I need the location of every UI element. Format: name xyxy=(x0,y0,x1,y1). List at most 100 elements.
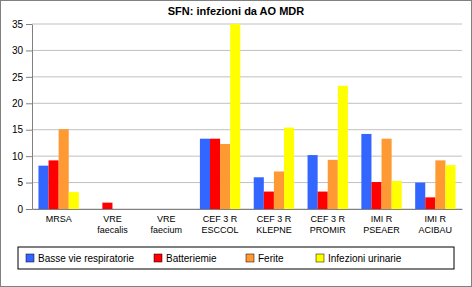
bar xyxy=(176,209,186,210)
x-tick-label-line: PSEAER xyxy=(363,225,400,235)
x-tick-label-line: faecium xyxy=(151,225,183,235)
x-tick-label: IMI RACIBAU xyxy=(419,214,453,234)
legend-item: Infezioni urinarie xyxy=(316,253,402,264)
x-tick-label: VREfaecium xyxy=(151,214,183,234)
x-tick-label-line: VRE xyxy=(157,214,176,224)
x-tick-label-line: ESCCOL xyxy=(202,225,239,235)
series xyxy=(59,129,446,209)
x-tick-label-line: faecalis xyxy=(97,225,128,235)
bar xyxy=(49,160,59,209)
series xyxy=(49,139,436,209)
bar xyxy=(230,24,240,209)
bar xyxy=(382,139,392,209)
y-tick-mark xyxy=(26,103,32,104)
y-tick: 30 xyxy=(12,45,32,56)
bar xyxy=(210,139,220,209)
x-tick-label-line: CEF 3 R xyxy=(257,214,292,224)
bar xyxy=(435,160,445,209)
y-tick-mark xyxy=(26,130,32,131)
y-tick-mark xyxy=(26,209,32,210)
x-tick: VREfaecium xyxy=(151,209,183,235)
x-tick-label-line: ACIBAU xyxy=(419,225,453,235)
x-tick-label-line: MRSA xyxy=(46,214,72,224)
bar xyxy=(392,181,402,209)
y-tick-label: 20 xyxy=(12,98,24,109)
y-tick-label: 10 xyxy=(12,151,24,162)
legend-item: Basse vie respiratorie xyxy=(26,253,135,264)
x-tick: IMI RACIBAU xyxy=(419,209,453,235)
bar xyxy=(112,209,122,210)
legend-label: Basse vie respiratorie xyxy=(38,253,135,264)
legend-swatch xyxy=(26,254,34,262)
legend-swatch xyxy=(316,254,324,262)
grid-line xyxy=(32,24,462,25)
chart: SFN: infezioni da AO MDR05101520253035MR… xyxy=(0,0,472,287)
bar xyxy=(338,86,348,209)
x-axis-line xyxy=(33,209,463,210)
y-axis: 05101520253035 xyxy=(12,19,33,215)
x-tick: CEF 3 RKLEPNE xyxy=(256,209,292,235)
legend-box xyxy=(18,247,454,269)
title: SFN: infezioni da AO MDR xyxy=(168,5,305,17)
x-tick-label: VREfaecalis xyxy=(97,214,128,234)
y-tick-label: 25 xyxy=(12,72,24,83)
x-tick-label: IMI RPSEAER xyxy=(363,214,400,234)
bar xyxy=(425,197,435,209)
x-tick-label-line: IMI R xyxy=(425,214,447,224)
x-tick-label: CEF 3 RESCCOL xyxy=(202,214,239,234)
bar xyxy=(284,128,294,209)
bar xyxy=(156,209,166,210)
x-tick: CEF 3 RESCCOL xyxy=(202,209,239,235)
y-tick: 25 xyxy=(12,72,32,83)
x-tick-label-line: CEF 3 R xyxy=(203,214,238,224)
bar xyxy=(92,209,102,210)
bar xyxy=(166,209,176,210)
y-tick-mark xyxy=(26,183,32,184)
bar xyxy=(69,192,79,209)
y-tick-mark xyxy=(26,77,32,78)
y-tick-label: 35 xyxy=(12,19,24,30)
chart-border xyxy=(1,1,472,287)
x-tick-label-line: CEF 3 R xyxy=(310,214,345,224)
y-tick: 10 xyxy=(12,151,32,162)
legend-item: Ferite xyxy=(246,253,284,264)
y-tick: 5 xyxy=(17,177,32,188)
grid-line xyxy=(32,76,462,77)
y-tick: 35 xyxy=(12,19,32,30)
legend-label: Infezioni urinarie xyxy=(328,253,402,264)
bar xyxy=(38,166,48,209)
bar xyxy=(318,192,328,209)
grid-line xyxy=(32,129,462,130)
x-tick: CEF 3 RPROMIR xyxy=(310,209,347,235)
bar xyxy=(274,171,284,209)
x-tick: VREfaecalis xyxy=(97,209,128,235)
bar xyxy=(102,203,112,209)
x-axis: MRSAVREfaecalisVREfaeciumCEF 3 RESCCOLCE… xyxy=(33,209,463,235)
x-tick: MRSA xyxy=(46,209,72,224)
grid-line xyxy=(32,103,462,104)
y-tick-label: 0 xyxy=(17,204,23,215)
bar xyxy=(445,165,455,209)
x-tick-label: CEF 3 RPROMIR xyxy=(310,214,347,234)
y-tick-mark xyxy=(26,24,32,25)
legend-label: Batteriemie xyxy=(166,253,217,264)
x-tick-label: CEF 3 RKLEPNE xyxy=(256,214,292,234)
plot: 05101520253035MRSAVREfaecalisVREfaeciumC… xyxy=(12,19,463,235)
y-tick-label: 5 xyxy=(17,177,23,188)
bar xyxy=(123,209,133,210)
x-tick-label-line: PROMIR xyxy=(310,225,347,235)
y-tick: 20 xyxy=(12,98,32,109)
y-tick-mark xyxy=(26,156,32,157)
bar xyxy=(308,155,318,209)
legend-swatch xyxy=(246,254,254,262)
y-tick: 0 xyxy=(17,204,32,215)
grid xyxy=(32,24,462,209)
bar xyxy=(361,134,371,209)
legend-label: Ferite xyxy=(258,253,284,264)
x-tick-label-line: IMI R xyxy=(371,214,393,224)
x-tick-label: MRSA xyxy=(46,214,72,224)
bar xyxy=(59,129,69,209)
series xyxy=(69,24,456,209)
grid-line xyxy=(32,50,462,51)
x-tick: IMI RPSEAER xyxy=(363,209,400,235)
